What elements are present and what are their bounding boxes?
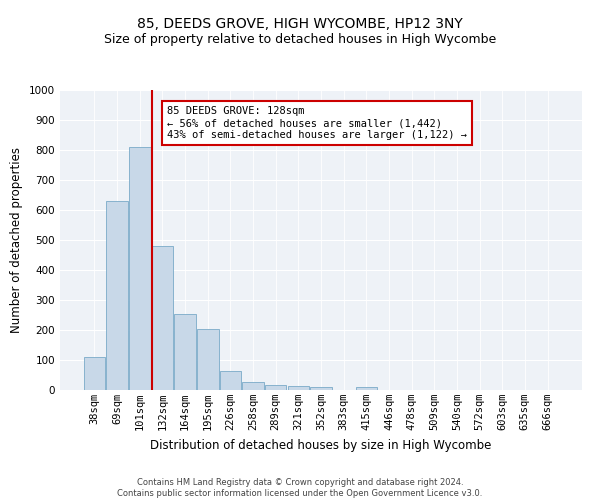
Bar	[197, 328, 218, 390]
Text: 85, DEEDS GROVE, HIGH WYCOMBE, HP12 3NY: 85, DEEDS GROVE, HIGH WYCOMBE, HP12 3NY	[137, 18, 463, 32]
Bar	[310, 387, 332, 390]
Bar	[242, 382, 264, 390]
Bar	[287, 386, 309, 390]
Y-axis label: Number of detached properties: Number of detached properties	[10, 147, 23, 333]
Bar	[265, 384, 286, 390]
Bar	[129, 147, 151, 390]
Bar	[106, 201, 128, 390]
Bar	[356, 387, 377, 390]
Text: Contains HM Land Registry data © Crown copyright and database right 2024.
Contai: Contains HM Land Registry data © Crown c…	[118, 478, 482, 498]
Bar	[175, 314, 196, 390]
Text: Size of property relative to detached houses in High Wycombe: Size of property relative to detached ho…	[104, 32, 496, 46]
Bar	[220, 372, 241, 390]
Bar	[84, 357, 105, 390]
X-axis label: Distribution of detached houses by size in High Wycombe: Distribution of detached houses by size …	[151, 438, 491, 452]
Text: 85 DEEDS GROVE: 128sqm
← 56% of detached houses are smaller (1,442)
43% of semi-: 85 DEEDS GROVE: 128sqm ← 56% of detached…	[167, 106, 467, 140]
Bar	[152, 246, 173, 390]
